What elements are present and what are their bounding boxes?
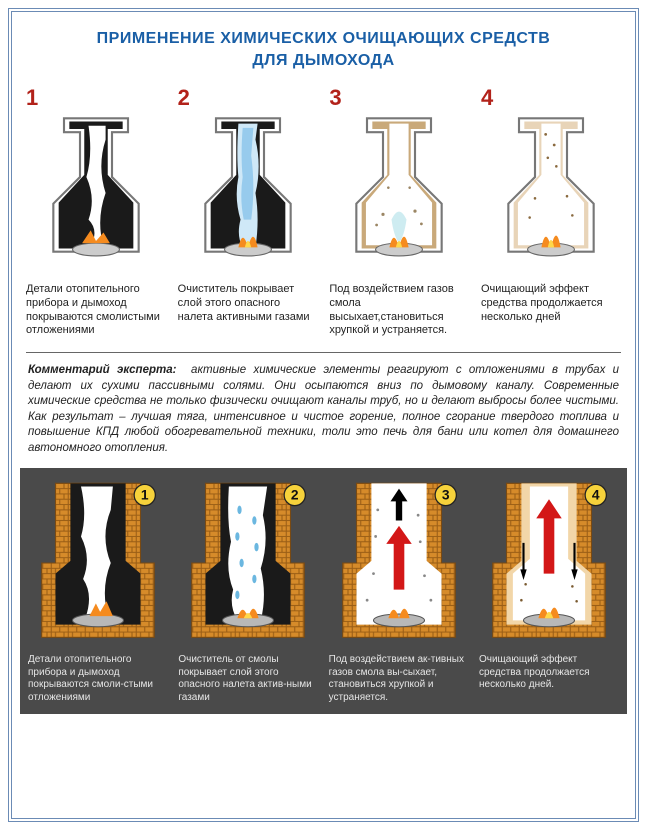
title-line-1: ПРИМЕНЕНИЕ ХИМИЧЕСКИХ ОЧИЩАЮЩИХ СРЕДСТВ	[97, 30, 551, 47]
step-number: 1	[26, 85, 166, 111]
step-caption: Под воздействием газов смола высыхает,ст…	[329, 283, 469, 338]
step-number: 4	[481, 85, 621, 111]
brick-chimney-4: 4	[479, 478, 619, 648]
brick-chimney-2: 2	[178, 478, 318, 648]
brick-chimney-1: 1	[28, 478, 168, 648]
chimney-diagram-2	[178, 113, 318, 273]
expert-text: активные химические элементы реагируют с…	[28, 364, 619, 454]
bottom-step-row: 1 Детали отопительного прибора и дымоход…	[20, 468, 627, 714]
expert-label: Комментарий эксперта:	[28, 364, 176, 376]
chimney-diagram-4	[481, 113, 621, 273]
bottom-step-3: 3 Под воздействием ак-тивных газов смола…	[329, 478, 469, 704]
top-step-2: 2 Очиститель покрывает слой этого опасно…	[178, 85, 318, 338]
infographic-frame: ПРИМЕНЕНИЕ ХИМИЧЕСКИХ ОЧИЩАЮЩИХ СРЕДСТВ …	[8, 8, 639, 822]
top-step-4: 4 Очищающий эффект средства продолжается…	[481, 85, 621, 338]
step-caption: Очиститель от смолы покрывает слой этого…	[178, 654, 318, 704]
step-caption: Детали отопительного прибора и дымоход п…	[26, 283, 166, 338]
step-caption: Очиститель покрывает слой этого опасного…	[178, 283, 318, 324]
step-caption: Очищающий эффект средства продолжается н…	[479, 654, 619, 692]
step-caption: Под воздействием ак-тивных газов смола в…	[329, 654, 469, 704]
top-step-3: 3 Под воздействием газов смола высыхает,…	[329, 85, 469, 338]
brick-chimney-3: 3	[329, 478, 469, 648]
badge-number: 3	[442, 487, 450, 503]
bottom-step-2: 2 Очиститель от смолы покрывает слой это…	[178, 478, 318, 704]
step-number: 3	[329, 85, 469, 111]
top-step-1: 1 Детали отопительного прибора и дымоход…	[26, 85, 166, 338]
badge-number: 4	[592, 487, 600, 503]
expert-comment: Комментарий эксперта: активные химически…	[26, 363, 621, 468]
badge-number: 1	[141, 487, 149, 503]
section-divider	[26, 352, 621, 353]
main-title: ПРИМЕНЕНИЕ ХИМИЧЕСКИХ ОЧИЩАЮЩИХ СРЕДСТВ …	[26, 22, 621, 85]
step-caption: Очищающий эффект средства продолжается н…	[481, 283, 621, 324]
bottom-step-4: 4 Очищающий эффект средства продолжается…	[479, 478, 619, 704]
chimney-diagram-3	[329, 113, 469, 273]
top-step-row: 1 Детали отопительного прибора и дымоход…	[26, 85, 621, 338]
title-line-2: ДЛЯ ДЫМОХОДА	[252, 52, 394, 69]
step-number: 2	[178, 85, 318, 111]
bottom-step-1: 1 Детали отопительного прибора и дымоход…	[28, 478, 168, 704]
chimney-diagram-1	[26, 113, 166, 273]
badge-number: 2	[291, 487, 299, 503]
step-caption: Детали отопительного прибора и дымоход п…	[28, 654, 168, 704]
